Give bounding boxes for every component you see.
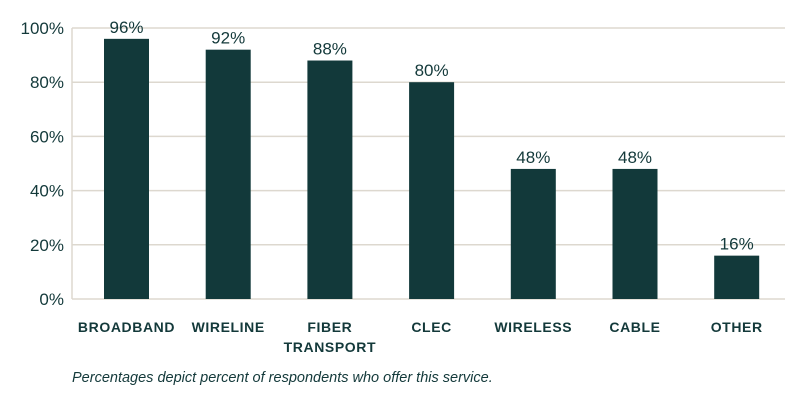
data-label: 48% bbox=[516, 148, 550, 167]
data-label: 88% bbox=[313, 40, 347, 59]
x-tick-label: WIRELINE bbox=[192, 319, 265, 335]
x-tick-label: BROADBAND bbox=[78, 319, 175, 335]
bar bbox=[409, 82, 455, 299]
x-tick-label: OTHER bbox=[711, 319, 763, 335]
x-tick-label: CABLE bbox=[609, 319, 660, 335]
data-label: 16% bbox=[720, 235, 754, 254]
bar bbox=[612, 168, 658, 299]
x-tick-label: WIRELESS bbox=[494, 319, 572, 335]
y-tick-label: 100% bbox=[21, 19, 64, 38]
bar bbox=[205, 49, 251, 300]
y-tick-label: 60% bbox=[30, 127, 64, 146]
y-tick-label: 40% bbox=[30, 182, 64, 201]
y-tick-label: 80% bbox=[30, 73, 64, 92]
data-label: 96% bbox=[109, 18, 143, 37]
data-label: 80% bbox=[415, 61, 449, 80]
bar bbox=[104, 38, 149, 300]
x-tick-label: CLEC bbox=[411, 319, 452, 335]
y-tick-label: 0% bbox=[39, 290, 64, 309]
data-label: 92% bbox=[211, 29, 245, 48]
footnote: Percentages depict percent of respondent… bbox=[72, 370, 493, 386]
bar bbox=[307, 60, 353, 299]
data-label: 48% bbox=[618, 148, 652, 167]
x-tick-label: FIBER bbox=[307, 319, 352, 335]
y-tick-label: 20% bbox=[30, 236, 64, 255]
bar bbox=[510, 168, 556, 299]
x-tick-label: TRANSPORT bbox=[284, 339, 377, 355]
bar bbox=[714, 255, 760, 299]
